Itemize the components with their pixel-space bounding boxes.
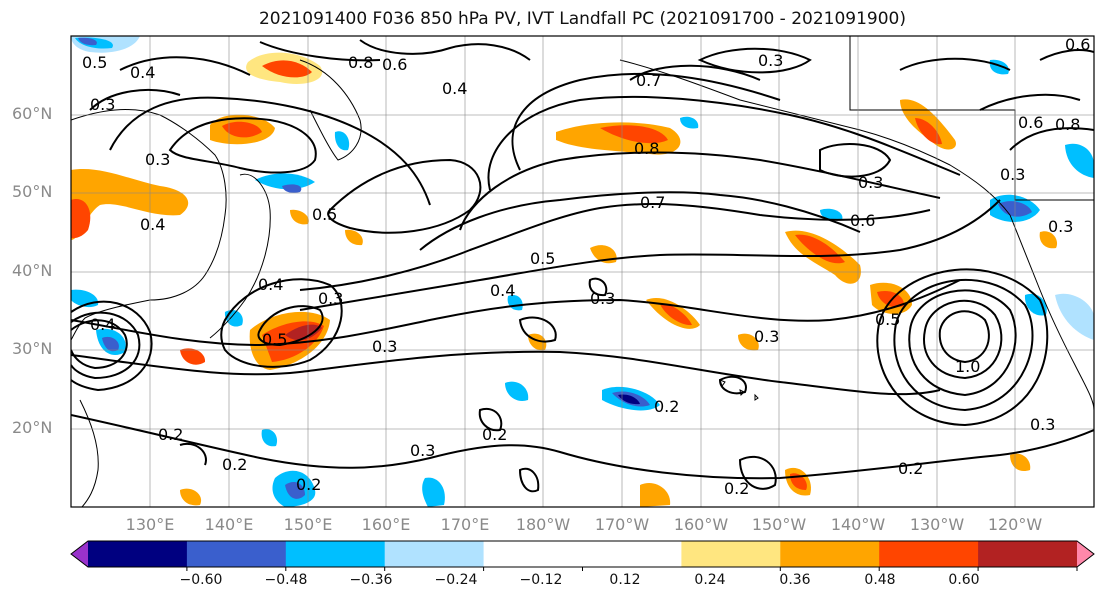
contour-label: 0.3	[1000, 165, 1025, 184]
map-title: 2021091400 F036 850 hPa PV, IVT Landfall…	[258, 9, 906, 29]
pv-shading	[71, 36, 1094, 507]
contour-label: 0.3	[754, 327, 779, 346]
colorbar-segment	[582, 541, 682, 567]
lon-label: 140°W	[830, 515, 886, 534]
colorbar-tick-label: −0.36	[349, 572, 393, 588]
contour-label: 0.3	[145, 150, 170, 169]
lon-label: 160°W	[673, 515, 729, 534]
contour-label: 0.3	[1048, 217, 1073, 236]
contour-label: 0.5	[262, 330, 287, 349]
map-plot-area: 0.5 0.4 0.8 0.6 0.4 0.7 0.3 0.6 0.8 0.3 …	[71, 35, 1094, 507]
contour-label: 0.4	[130, 63, 155, 82]
contour-label: 0.2	[158, 425, 183, 444]
colorbar-segment	[88, 541, 188, 567]
lon-label: 130°E	[125, 515, 175, 534]
lon-label: 150°E	[283, 515, 333, 534]
contour-label: 0.3	[90, 95, 115, 114]
colorbar-tick-label: 0.36	[779, 572, 811, 588]
lon-label: 170°W	[594, 515, 650, 534]
contour-label: 0.3	[372, 337, 397, 356]
kamchatka-coastline	[299, 59, 362, 161]
colorbar-segment	[681, 541, 781, 567]
colorbar-tick-label: −0.60	[179, 572, 223, 588]
graticule	[71, 36, 1094, 507]
colorbar-tick-label: 0.24	[694, 572, 726, 588]
contour-label: 0.3	[758, 51, 783, 70]
lon-label: 170°E	[440, 515, 490, 534]
colorbar-segment	[879, 541, 979, 567]
colorbar-tick-label: −0.24	[434, 572, 478, 588]
lat-label: 40°N	[12, 261, 53, 280]
contour-label: 0.3	[858, 173, 883, 192]
colorbar-segment	[483, 541, 583, 567]
contour-label: 0.6	[1018, 113, 1043, 132]
contour-labels: 0.5 0.4 0.8 0.6 0.4 0.7 0.3 0.6 0.8 0.3 …	[82, 35, 1090, 498]
contour-label: 0.2	[296, 475, 321, 494]
lat-label: 30°N	[12, 339, 53, 358]
japan-coastline	[209, 173, 271, 339]
colorbar	[70, 540, 1095, 571]
contour-label: 0.2	[482, 425, 507, 444]
colorbar-segment	[285, 541, 386, 567]
colorbar-segment	[978, 541, 1078, 567]
alaska-coastline	[619, 59, 1011, 216]
contour-label: 0.4	[490, 281, 515, 300]
contour-label: 0.5	[82, 53, 107, 72]
contour-label: 0.6	[850, 211, 875, 230]
ivt-contours	[71, 39, 1094, 493]
lat-label: 60°N	[12, 104, 53, 123]
colorbar-segment	[186, 541, 287, 567]
contour-label: 0.5	[875, 310, 900, 329]
lon-label: 120°W	[987, 515, 1043, 534]
contour-label: 0.4	[258, 275, 283, 294]
contour-label: 0.2	[724, 479, 749, 498]
contour-label: 0.3	[590, 289, 615, 308]
colorbar-segment	[384, 541, 485, 567]
positive-anomaly-region	[71, 52, 1058, 507]
colorbar-extend-min	[71, 541, 88, 567]
lon-label: 140°E	[204, 515, 254, 534]
contour-label: 0.3	[410, 441, 435, 460]
contour-label: 0.4	[140, 215, 165, 234]
colorbar-tick-label: 0.60	[948, 572, 980, 588]
contour-label: 0.8	[1055, 115, 1080, 134]
contour-label: 0.5	[530, 249, 555, 268]
contour-label: 0.3	[318, 289, 343, 308]
contour-label: 0.7	[640, 193, 665, 212]
contour-label: 0.3	[1030, 415, 1055, 434]
contour-label: 0.4	[90, 315, 115, 334]
colorbar-extend-max	[1077, 541, 1094, 567]
contour-label: 1.0	[955, 357, 980, 376]
lon-label: 130°W	[909, 515, 965, 534]
contour-label: 0.2	[222, 455, 247, 474]
contour-label: 0.7	[636, 71, 661, 90]
contour-label: 0.4	[442, 79, 467, 98]
contour-label: 0.6	[382, 55, 407, 74]
lon-label: 150°W	[751, 515, 807, 534]
lon-label: 160°E	[361, 515, 411, 534]
lat-label: 50°N	[12, 182, 53, 201]
colorbar-tick-label: 0.12	[609, 572, 641, 588]
colorbar-tick-label: −0.12	[519, 572, 563, 588]
lon-label: 180°W	[515, 515, 571, 534]
contour-label: 0.8	[634, 139, 659, 158]
contour-label: 0.8	[348, 53, 373, 72]
contour-label: 0.5	[312, 205, 337, 224]
contour-label: 0.2	[898, 459, 923, 478]
north-america-coastline	[1009, 214, 1094, 411]
contour-label: 0.2	[654, 397, 679, 416]
map-frame	[70, 35, 1095, 508]
colorbar-segment	[780, 541, 880, 567]
colorbar-tick-label: 0.48	[864, 572, 896, 588]
colorbar-tick-label: −0.48	[264, 572, 308, 588]
lat-label: 20°N	[12, 418, 53, 437]
contour-label: 0.6	[1065, 35, 1090, 54]
